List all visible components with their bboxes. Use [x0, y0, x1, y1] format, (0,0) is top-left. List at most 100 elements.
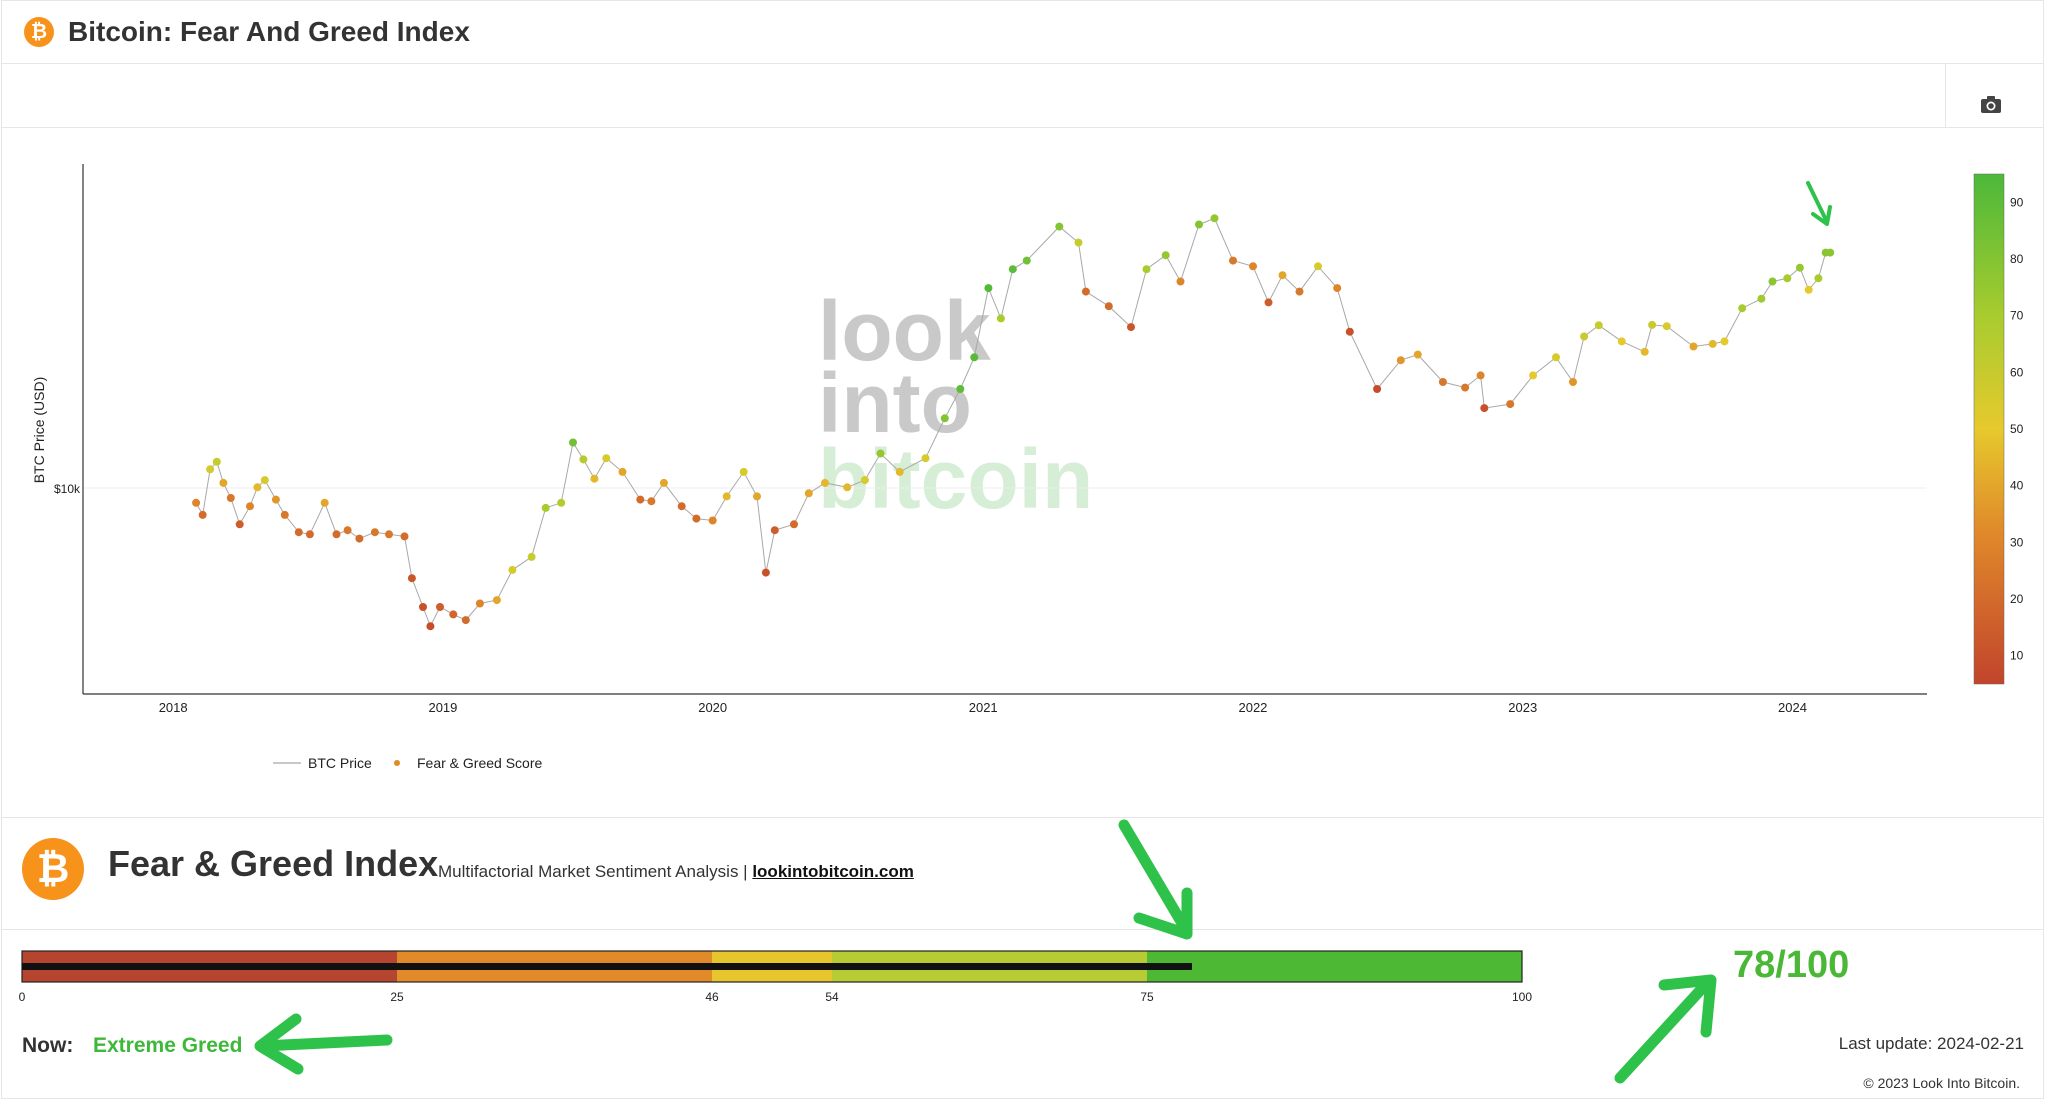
now-label: Now: [22, 1034, 74, 1057]
fear-greed-point [1461, 383, 1470, 392]
colorbar-tick-label: 30 [2010, 535, 2024, 549]
fear-greed-point [219, 478, 228, 487]
fear-greed-point [1278, 271, 1287, 280]
fear-greed-point [260, 476, 269, 485]
fear-greed-point [557, 498, 566, 507]
colorbar: 10 20 30 40 50 60 70 80 90 [1973, 173, 2024, 685]
gauge-value-bar [22, 963, 1192, 970]
fear-greed-point [1689, 342, 1698, 351]
fear-greed-point [1295, 287, 1304, 296]
fear-greed-point [876, 449, 885, 458]
fear-greed-point [804, 489, 813, 498]
fear-greed-point [1229, 256, 1237, 265]
y-tick-10k: $10k [54, 482, 81, 496]
fear-greed-point [1826, 248, 1835, 257]
watermark: look into bitcoin [818, 284, 1093, 526]
fear-greed-point [1662, 322, 1671, 331]
fear-greed-point [1055, 222, 1064, 231]
fear-greed-point [355, 534, 364, 543]
fear-greed-point [343, 526, 352, 535]
fear-greed-point [860, 476, 869, 485]
gauge-tick-label: 75 [1140, 990, 1154, 1004]
fear-greed-title: Fear & Greed Index [108, 843, 439, 884]
fear-greed-point [198, 510, 207, 519]
fear-greed-point [843, 483, 852, 492]
fear-greed-point [1580, 332, 1589, 341]
fear-greed-point [1396, 356, 1405, 365]
fear-greed-point [1127, 323, 1135, 332]
x-tick-label: 2019 [428, 700, 457, 715]
fear-greed-point [1648, 320, 1657, 329]
score-value: 78/100 [1733, 944, 1850, 986]
fear-greed-point [761, 568, 770, 577]
x-tick-label: 2024 [1778, 700, 1807, 715]
btc-price-line [195, 217, 1831, 628]
fear-greed-point [659, 478, 668, 487]
fear-greed-point [921, 454, 930, 463]
fear-greed-point [895, 467, 904, 476]
fear-greed-point [579, 455, 588, 464]
fear-greed-point [253, 483, 262, 492]
fear-greed-point [708, 516, 717, 525]
fear-greed-point [206, 465, 215, 474]
fear-greed-point [541, 503, 550, 512]
legend-fear-greed-label: Fear & Greed Score [417, 755, 542, 771]
gauge-tick-label: 100 [1512, 990, 1532, 1004]
fear-greed-point [1081, 287, 1090, 296]
fear-greed-point [280, 510, 289, 519]
legend-btc-price-label: BTC Price [308, 755, 372, 771]
fear-greed-point [1413, 350, 1422, 359]
fear-greed-point [1552, 353, 1560, 362]
lookintobitcoin-link[interactable]: lookintobitcoin.com [752, 862, 914, 881]
colorbar-tick-label: 10 [2010, 649, 2024, 663]
fear-greed-point [722, 492, 731, 501]
colorbar-gradient [1973, 173, 2005, 685]
fear-greed-point [1795, 263, 1804, 272]
gauge-tick-label: 46 [705, 990, 719, 1004]
fear-greed-point [1345, 327, 1354, 336]
fear-greed-point [1210, 214, 1219, 223]
fear-greed-point [1314, 262, 1322, 271]
fear-greed-point [294, 528, 303, 537]
fear-greed-point [770, 526, 779, 535]
fear-greed-point [677, 502, 686, 511]
subtitle-text: Multifactorial Market Sentiment Analysis… [438, 862, 748, 881]
toolbar-divider [1945, 64, 1946, 127]
fear-greed-point [527, 552, 536, 561]
section-divider [2, 817, 2044, 818]
fear-greed-point [332, 530, 341, 539]
fear-greed-point [426, 622, 435, 631]
fear-greed-point [1506, 400, 1515, 409]
last-update: Last update: 2024-02-21 [1838, 1034, 2024, 1053]
fear-greed-gauge: 0 25 46 54 75 100 [19, 950, 1532, 1004]
fear-greed-point [1569, 378, 1577, 386]
fear-greed-point [212, 457, 221, 466]
fear-greed-point [1768, 277, 1777, 286]
fear-greed-point [821, 478, 829, 487]
fear-greed-point [618, 467, 627, 476]
fear-greed-point [271, 495, 280, 504]
fear-greed-point [226, 494, 235, 502]
fear-greed-point [1617, 337, 1626, 346]
fear-greed-point [1757, 294, 1766, 303]
fear-greed-point [320, 498, 329, 507]
copyright: © 2023 Look Into Bitcoin. [1863, 1075, 2020, 1091]
fear-greed-point [1438, 378, 1447, 386]
fear-greed-point [636, 495, 645, 504]
fear-greed-point [449, 610, 458, 619]
colorbar-tick-label: 90 [2010, 195, 2024, 209]
fear-greed-point [436, 603, 444, 611]
x-axis-ticks: 2018 2019 2020 2021 2022 2023 2024 [159, 700, 1807, 715]
camera-icon[interactable] [1977, 92, 2005, 116]
fear-greed-point [790, 520, 798, 529]
fear-greed-point [940, 414, 949, 423]
fear-greed-point [1195, 220, 1203, 229]
fear-greed-point [305, 530, 314, 539]
fear-greed-point [1529, 371, 1538, 380]
fear-greed-chart: look into bitcoin BTC Price (USD) $10k 2… [31, 164, 2024, 771]
fear-greed-point [1176, 277, 1185, 286]
gauge-tick-label: 0 [19, 990, 26, 1004]
fear-greed-point [1022, 256, 1031, 265]
page-title: Bitcoin: Fear And Greed Index [68, 16, 470, 47]
fear-greed-point [1480, 404, 1489, 413]
